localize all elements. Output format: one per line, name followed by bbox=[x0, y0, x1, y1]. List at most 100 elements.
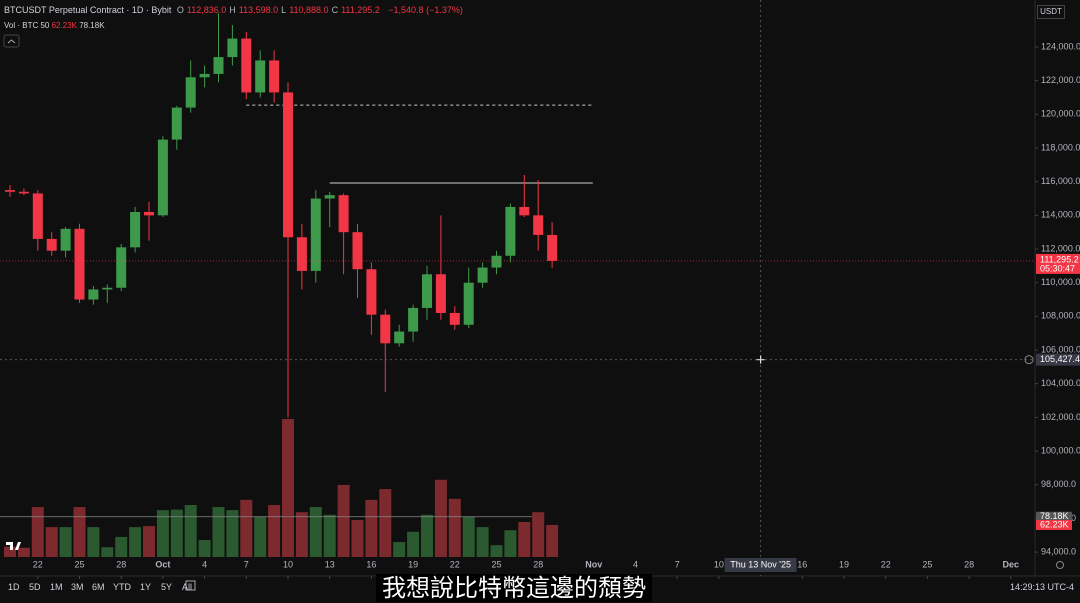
volume-bar bbox=[101, 547, 114, 557]
volume-bar bbox=[268, 504, 281, 557]
candle-body bbox=[130, 211, 141, 248]
volume-bar bbox=[309, 507, 322, 557]
x-tick-label: 25 bbox=[922, 559, 932, 569]
y-tick-label: 112,000.0 bbox=[1041, 243, 1080, 253]
volume-bar bbox=[143, 526, 155, 557]
volume-bar bbox=[170, 509, 183, 557]
countdown: 05:30:47 bbox=[1040, 263, 1075, 273]
volume-bar bbox=[462, 516, 475, 557]
volume-bar bbox=[490, 545, 503, 557]
candle-body bbox=[60, 228, 71, 251]
y-tick-label: 106,000.0 bbox=[1041, 344, 1080, 354]
volume-bar bbox=[421, 514, 433, 557]
volume-bar bbox=[504, 530, 517, 557]
candle-body bbox=[352, 232, 363, 270]
candle-body bbox=[88, 289, 99, 300]
y-tick-label: 124,000.0 bbox=[1041, 41, 1080, 51]
ohlc-key: C bbox=[331, 5, 339, 15]
volume-bar bbox=[351, 519, 364, 557]
y-tick-label: 100,000.0 bbox=[1041, 445, 1080, 455]
x-tick-label: 19 bbox=[408, 559, 418, 569]
candle-body bbox=[491, 255, 502, 268]
x-tick-label: Oct bbox=[155, 559, 170, 569]
x-tick-label: 4 bbox=[202, 559, 207, 569]
range-button[interactable]: 1Y bbox=[140, 582, 152, 592]
volume-bar bbox=[212, 507, 225, 557]
last-price-box bbox=[1036, 253, 1080, 274]
volume-bar bbox=[4, 546, 16, 557]
range-button[interactable]: 5Y bbox=[161, 582, 173, 592]
ohlc-value: 110,888.0 bbox=[289, 5, 329, 15]
symbol: BTCUSDT Perpetual Contract · 1D · Bybit bbox=[4, 5, 172, 15]
candle-body bbox=[435, 274, 446, 314]
change: −1,540.8 (−1.37%) bbox=[388, 5, 463, 15]
y-tick-label: 108,000.0 bbox=[1041, 311, 1080, 321]
ohlc-value: 111,295.2 bbox=[341, 5, 380, 15]
tv-logo bbox=[6, 542, 21, 550]
ohlc: O 112,836.0 H 113,598.0 L 110,888.0 C 111,295.2 bbox=[177, 5, 383, 15]
range-button[interactable]: 1D bbox=[8, 582, 20, 592]
collapse-icon bbox=[7, 39, 16, 44]
volume-bar bbox=[365, 499, 378, 557]
x-tick-label: 22 bbox=[881, 559, 891, 569]
volume-bar bbox=[323, 514, 336, 557]
subtitle: 我想說比特幣這邊的頹勢 bbox=[376, 574, 652, 602]
x-tick-label: 28 bbox=[116, 559, 126, 569]
volume-axis-label: 78.18K bbox=[1040, 511, 1069, 521]
range-button[interactable]: 5D bbox=[29, 582, 41, 592]
x-tick-label: 13 bbox=[325, 559, 335, 569]
candle-body bbox=[32, 193, 43, 239]
y-tick-label: 98,000.0 bbox=[1041, 479, 1076, 489]
calendar-icon bbox=[185, 580, 196, 591]
candle-body bbox=[185, 77, 196, 108]
y-tick-label: 94,000.0 bbox=[1041, 546, 1076, 556]
candle-body bbox=[116, 247, 127, 288]
volume-bar bbox=[448, 498, 461, 557]
x-tick-label: 7 bbox=[244, 559, 249, 569]
volume-bar bbox=[17, 547, 30, 557]
volume-bar bbox=[240, 499, 253, 557]
volume-bar bbox=[73, 507, 86, 557]
clock: 14:29:13 UTC-4 bbox=[1009, 582, 1074, 592]
range-button[interactable]: 1M bbox=[50, 582, 63, 592]
volume-bar bbox=[532, 512, 545, 557]
x-tick-label: 4 bbox=[633, 559, 638, 569]
volume-last: 62.23K bbox=[51, 21, 77, 30]
y-tick-label: 114,000.0 bbox=[1041, 210, 1080, 220]
currency-button[interactable]: USDT bbox=[1037, 5, 1065, 19]
volume-axis-box bbox=[1036, 519, 1072, 530]
volume-label: Vol · BTC 50 bbox=[4, 21, 50, 30]
candle-body bbox=[18, 191, 29, 194]
volume-bar bbox=[546, 524, 559, 557]
x-tick-label: 10 bbox=[283, 559, 293, 569]
volume-bar bbox=[129, 527, 142, 557]
range-button[interactable]: All bbox=[182, 582, 193, 592]
candle-body bbox=[255, 60, 266, 93]
candle-body bbox=[477, 267, 488, 283]
volume-bar bbox=[434, 479, 447, 557]
x-tick-label: 19 bbox=[839, 559, 849, 569]
candle-body bbox=[310, 198, 321, 271]
range-button[interactable]: YTD bbox=[113, 582, 131, 592]
candle-body bbox=[422, 274, 432, 308]
cursor bbox=[756, 355, 765, 364]
crosshair-date-label: Thu 13 Nov '25 bbox=[730, 559, 791, 569]
toolbar: 14:29:13 UTC-4 1D 5D 1M 3M 6M YTD 1Y 5Y All bbox=[0, 577, 1080, 597]
candle-body bbox=[394, 331, 405, 344]
range-button[interactable]: 6M bbox=[92, 582, 105, 592]
y-tick-label: 122,000.0 bbox=[1041, 75, 1080, 85]
y-tick-label: 102,000.0 bbox=[1041, 412, 1080, 422]
candle-body bbox=[46, 238, 57, 251]
volume-ma: 78.18K bbox=[79, 21, 105, 30]
x-tick-label: 22 bbox=[450, 559, 460, 569]
add-alert[interactable] bbox=[1024, 355, 1034, 365]
candle-body bbox=[533, 215, 544, 235]
y-tick-label: 104,000.0 bbox=[1041, 378, 1080, 388]
y-tick-label: 110,000.0 bbox=[1041, 277, 1080, 287]
x-tick-label: 28 bbox=[964, 559, 974, 569]
range-button[interactable]: 3M bbox=[71, 582, 84, 592]
y-tick-label: 120,000.0 bbox=[1041, 109, 1080, 119]
volume-bar bbox=[476, 527, 489, 557]
candle-body bbox=[463, 282, 474, 325]
